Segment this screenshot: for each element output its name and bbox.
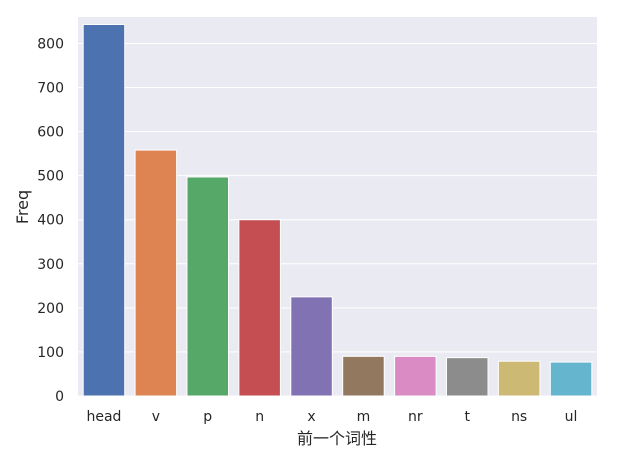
x-tick-label: ns xyxy=(511,409,527,425)
x-tick-label: nr xyxy=(408,409,423,425)
y-tick-label: 800 xyxy=(37,36,64,52)
x-tick-label: n xyxy=(255,409,264,425)
y-tick-label: 300 xyxy=(37,257,64,273)
bars xyxy=(82,23,593,397)
y-axis-label: Freq xyxy=(13,190,32,224)
x-tick-label: head xyxy=(86,409,121,425)
x-tick-label: ul xyxy=(565,409,578,425)
y-tick-label: 0 xyxy=(55,389,64,405)
y-tick-labels: 0 100 200 300 400 500 600 700 800 xyxy=(37,36,64,405)
bar-ul xyxy=(549,361,593,397)
bar-n xyxy=(238,219,281,397)
bar-head xyxy=(82,23,126,397)
y-tick-label: 600 xyxy=(37,125,64,141)
x-axis-label: 前一个词性 xyxy=(297,429,377,448)
bar-v xyxy=(134,149,178,397)
y-tick-label: 100 xyxy=(37,345,64,361)
x-tick-labels: head v p n x m nr t ns ul xyxy=(86,409,577,425)
bar-nr xyxy=(394,355,437,397)
bar-x xyxy=(290,296,333,397)
bar-m xyxy=(342,355,385,397)
bar-t xyxy=(445,357,489,397)
y-tick-label: 200 xyxy=(37,301,64,317)
x-tick-label: p xyxy=(203,409,212,425)
x-tick-label: t xyxy=(465,409,471,425)
y-tick-label: 700 xyxy=(37,81,64,97)
x-tick-label: m xyxy=(357,409,371,425)
bar-ns xyxy=(497,360,541,397)
bar-p xyxy=(186,176,230,397)
x-tick-label: v xyxy=(152,409,160,425)
x-tick-label: x xyxy=(307,409,315,425)
y-tick-label: 400 xyxy=(37,213,64,229)
y-tick-label: 500 xyxy=(37,169,64,185)
